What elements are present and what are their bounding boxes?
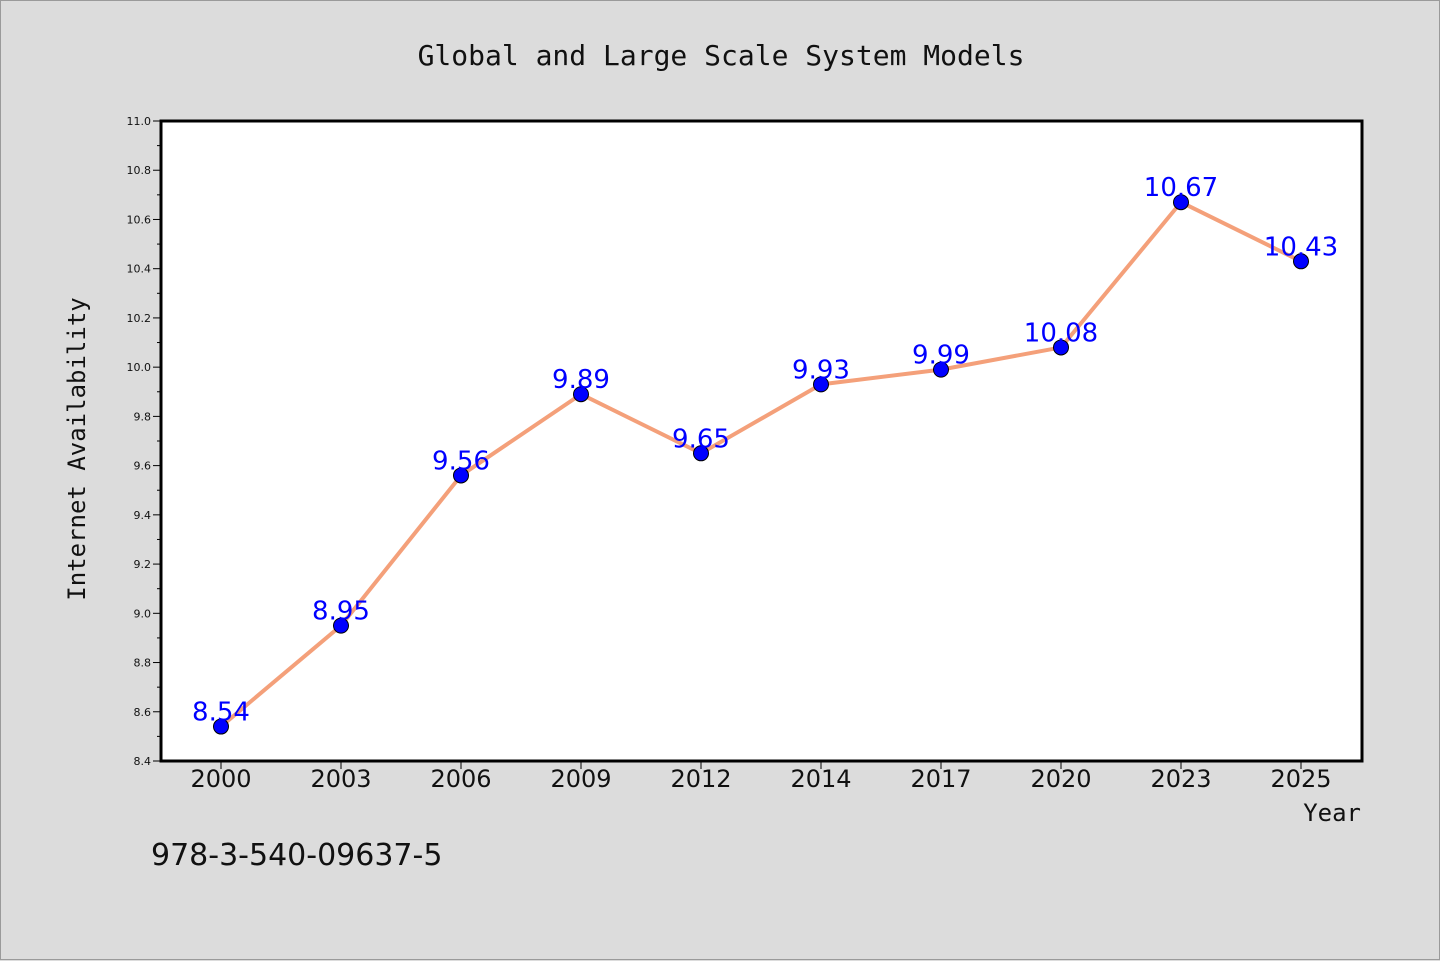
data-point [573, 386, 589, 403]
y-tick-label: 9.8 [134, 410, 152, 423]
y-tick-label: 9.0 [134, 607, 152, 620]
y-axis-label: Internet Availability [63, 297, 91, 600]
x-axis-label: Year [1303, 799, 1361, 827]
y-tick-label: 8.4 [134, 755, 152, 768]
x-tick-label: 2017 [910, 765, 971, 793]
y-tick-label: 10.0 [127, 361, 152, 374]
plot-border [159, 119, 1364, 763]
x-tick-label: 2009 [550, 765, 611, 793]
series-line-group: 8.54 8.95 9.56 9.89 9.65 9.93 9.99 10.08 10.67 10… [192, 173, 1338, 735]
series-line [219, 200, 1303, 729]
y-tick-label: 9.2 [134, 558, 152, 571]
data-point [813, 376, 829, 393]
data-point [1173, 194, 1189, 211]
x-tick-label: 2025 [1270, 765, 1331, 793]
y-tick-label: 9.6 [134, 460, 152, 473]
data-point [333, 617, 349, 634]
y-tick-label: 10.2 [127, 312, 152, 325]
data-point [1293, 253, 1309, 270]
data-label: 10.08 [1024, 318, 1098, 348]
x-tick-label: 2003 [310, 765, 371, 793]
data-point [933, 361, 949, 378]
data-label: 9.89 [552, 365, 610, 395]
y-tick-label: 10.8 [127, 164, 152, 177]
data-point [453, 467, 469, 484]
data-label: 8.95 [312, 597, 370, 627]
x-tick-label: 2014 [790, 765, 851, 793]
x-tick-label: 2023 [1150, 765, 1211, 793]
x-axis: 2000 2003 2006 2009 2012 2014 2017 2020 2023 2025 [190, 761, 1332, 793]
data-label: 9.56 [432, 446, 490, 476]
data-label: 9.93 [792, 355, 850, 385]
data-label: 8.54 [192, 698, 250, 728]
y-tick-label: 8.8 [134, 657, 152, 670]
x-tick-label: 2020 [1030, 765, 1091, 793]
x-tick-label: 2000 [190, 765, 251, 793]
data-point [213, 718, 229, 735]
data-point [1053, 339, 1069, 356]
x-tick-label: 2006 [430, 765, 491, 793]
plot-area [161, 121, 1362, 761]
chart-title: Global and Large Scale System Models [418, 39, 1025, 72]
y-tick-label: 10.6 [127, 213, 152, 226]
data-label: 10.43 [1264, 232, 1338, 262]
data-label: 9.99 [912, 341, 970, 371]
y-tick-label: 8.6 [134, 706, 152, 719]
isbn-text: 978-3-540-09637-5 [151, 838, 442, 873]
y-tick-label: 9.4 [134, 509, 152, 522]
y-tick-label: 10.4 [127, 263, 152, 276]
data-point [693, 445, 709, 462]
data-label: 10.67 [1144, 173, 1218, 203]
x-tick-label: 2012 [670, 765, 731, 793]
y-axis: 8.4 8.6 8.8 9.0 9.2 9.4 9.6 9.8 10.0 10.2 10.4 10.6… [127, 115, 161, 768]
data-label: 9.65 [672, 424, 730, 454]
y-tick-label: 11.0 [127, 115, 152, 128]
